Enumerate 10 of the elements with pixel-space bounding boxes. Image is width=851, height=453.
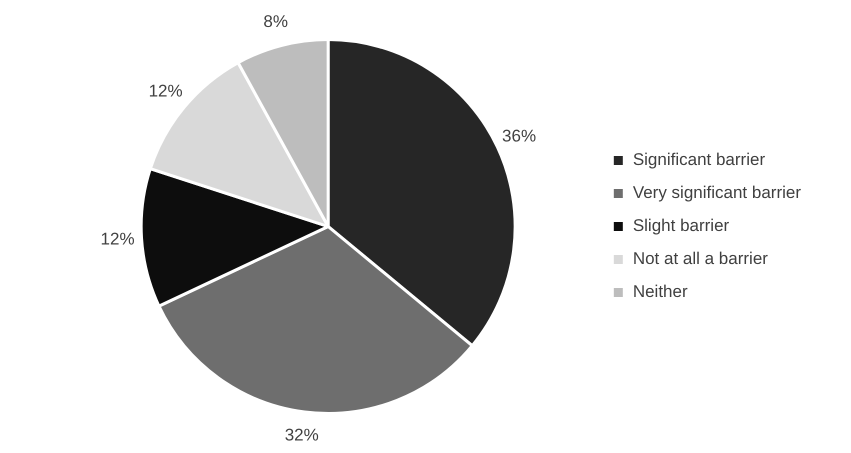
data-label: 32% (284, 426, 319, 445)
data-label: 12% (100, 229, 135, 248)
data-label: 12% (148, 82, 183, 101)
legend-label: Neither (632, 282, 688, 302)
legend-label: Significant barrier (632, 150, 766, 170)
legend-label: Not at all a barrier (632, 249, 768, 268)
data-label: 8% (263, 12, 288, 31)
legend-label: Slight barrier (632, 216, 730, 236)
data-label: 36% (502, 126, 536, 146)
legend-label: Very significant barrier (632, 183, 802, 202)
